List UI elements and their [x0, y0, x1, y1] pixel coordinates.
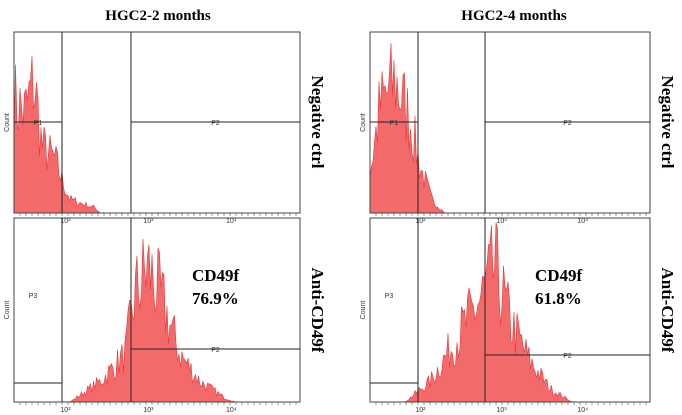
x-tick-label: 10³	[497, 218, 508, 225]
histogram-panel: P3 P2 Count 10² 10³ 10⁴	[360, 217, 651, 414]
gate-label: P2	[563, 353, 572, 360]
histogram	[14, 238, 300, 403]
y-axis-label: Count	[4, 301, 11, 320]
x-tick-label: 10²	[60, 407, 71, 414]
histogram-panel: P1 P2 Count 10² 10³ 10⁴	[360, 31, 651, 225]
annotation-marker: CD49f	[192, 266, 240, 285]
x-tick-label: 10⁴	[577, 218, 588, 225]
gate-label: P3	[385, 293, 394, 300]
row-label: Anti-CD49f	[308, 268, 327, 353]
column-title: HGC2-2 months	[105, 8, 211, 24]
x-tick-label: 10⁴	[226, 218, 237, 225]
row-label: Negative ctrl	[308, 76, 327, 169]
y-axis-label: Count	[360, 301, 367, 320]
histogram	[13, 55, 300, 214]
annotation-percent: 61.8%	[535, 289, 582, 308]
x-tick-label: 10²	[60, 218, 71, 225]
row-label: Anti-CD49f	[658, 268, 677, 353]
column-title: HGC2-4 months	[461, 8, 567, 24]
x-tick-label: 10⁴	[577, 407, 588, 414]
x-tick-label: 10³	[143, 218, 154, 225]
gate-label: P3	[29, 293, 38, 300]
x-tick-label: 10³	[143, 407, 154, 414]
x-tick-label: 10²	[415, 218, 426, 225]
row-label: Negative ctrl	[658, 76, 677, 169]
histogram-panel: P3 P2 Count 10² 10³ 10⁴	[4, 217, 301, 414]
gate-label: P2	[211, 120, 220, 127]
x-tick-label: 10³	[497, 407, 508, 414]
histogram-panel: P1 P2 Count 10² 10³ 10⁴	[4, 31, 301, 225]
gate-label: P1	[34, 120, 43, 127]
gate-label: P2	[563, 120, 572, 127]
panel-frame	[369, 217, 651, 403]
histogram	[370, 222, 650, 403]
x-tick-label: 10²	[415, 407, 426, 414]
gate-label: P2	[211, 347, 220, 354]
y-axis-label: Count	[360, 113, 367, 132]
x-tick-label: 10⁴	[226, 407, 237, 414]
annotation-marker: CD49f	[535, 266, 583, 285]
histogram	[369, 43, 650, 214]
gate-label: P1	[390, 120, 399, 127]
panel-frame	[13, 217, 301, 403]
annotation-percent: 76.9%	[192, 289, 239, 308]
y-axis-label: Count	[4, 113, 11, 132]
